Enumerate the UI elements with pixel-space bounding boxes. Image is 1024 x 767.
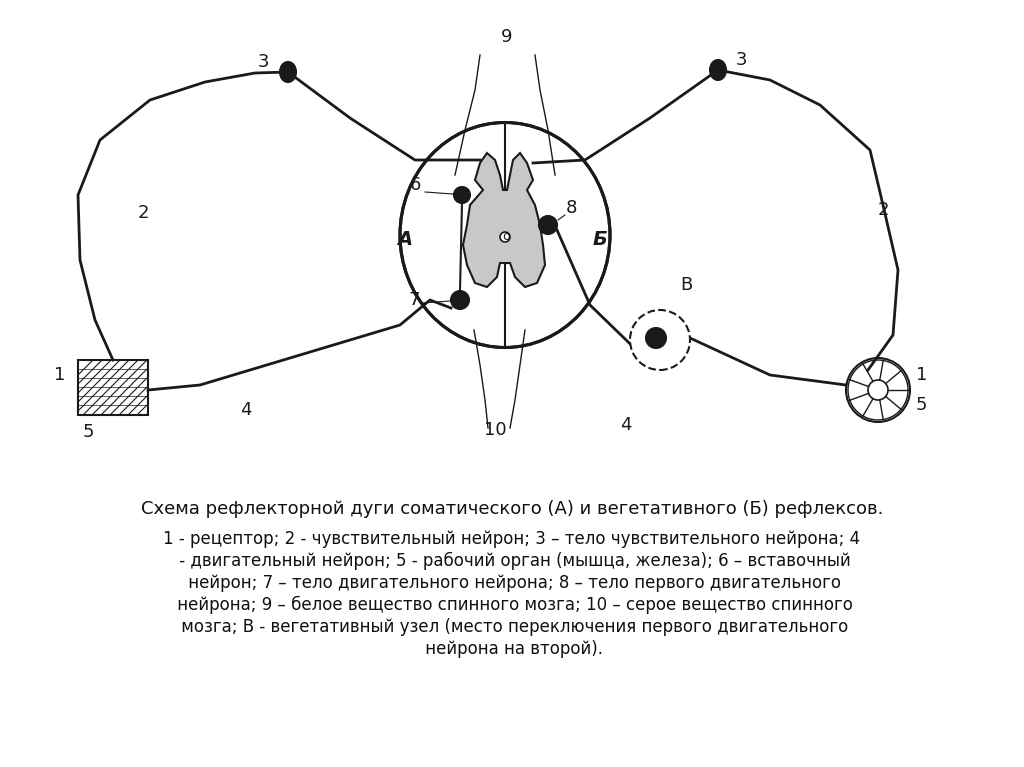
Text: 5: 5 — [916, 396, 928, 414]
Circle shape — [630, 310, 690, 370]
Circle shape — [539, 216, 557, 234]
Text: 7: 7 — [408, 291, 420, 309]
Text: 8: 8 — [566, 199, 578, 217]
Text: 1 - рецептор; 2 - чувствительный нейрон; 3 – тело чувствительного нейрона; 4: 1 - рецептор; 2 - чувствительный нейрон;… — [164, 530, 860, 548]
Text: 3: 3 — [258, 53, 269, 71]
Circle shape — [868, 380, 888, 400]
Text: нейрона на второй).: нейрона на второй). — [421, 640, 603, 658]
Circle shape — [500, 232, 510, 242]
Text: 6: 6 — [410, 176, 421, 194]
Text: 5: 5 — [83, 423, 94, 441]
Circle shape — [646, 328, 666, 348]
Text: 2: 2 — [878, 201, 890, 219]
Ellipse shape — [400, 123, 610, 347]
Text: нейрон; 7 – тело двигательного нейрона; 8 – тело первого двигательного: нейрон; 7 – тело двигательного нейрона; … — [183, 574, 841, 592]
Text: 1: 1 — [916, 366, 928, 384]
Text: 9: 9 — [502, 28, 513, 46]
Text: Б: Б — [593, 230, 608, 249]
Ellipse shape — [710, 60, 726, 80]
Circle shape — [454, 187, 470, 203]
Polygon shape — [463, 153, 545, 287]
Text: В: В — [680, 276, 692, 294]
Text: 10: 10 — [483, 421, 506, 439]
Text: А: А — [397, 230, 412, 249]
Circle shape — [846, 358, 910, 422]
Text: Схема рефлекторной дуги соматического (А) и вегетативного (Б) рефлексов.: Схема рефлекторной дуги соматического (А… — [141, 500, 883, 518]
Text: 3: 3 — [736, 51, 748, 69]
Text: 1: 1 — [53, 366, 65, 384]
Text: - двигательный нейрон; 5 - рабочий орган (мышца, железа); 6 – вставочный: - двигательный нейрон; 5 - рабочий орган… — [174, 552, 850, 570]
Text: мозга; В - вегетативный узел (место переключения первого двигательного: мозга; В - вегетативный узел (место пере… — [176, 618, 848, 636]
Polygon shape — [78, 360, 148, 415]
Circle shape — [451, 291, 469, 309]
Text: 4: 4 — [620, 416, 632, 434]
Text: 2: 2 — [138, 204, 150, 222]
Text: о: о — [502, 229, 510, 242]
Text: нейрона; 9 – белое вещество спинного мозга; 10 – серое вещество спинного: нейрона; 9 – белое вещество спинного моз… — [172, 596, 852, 614]
Ellipse shape — [280, 62, 296, 82]
Text: 4: 4 — [240, 401, 252, 419]
